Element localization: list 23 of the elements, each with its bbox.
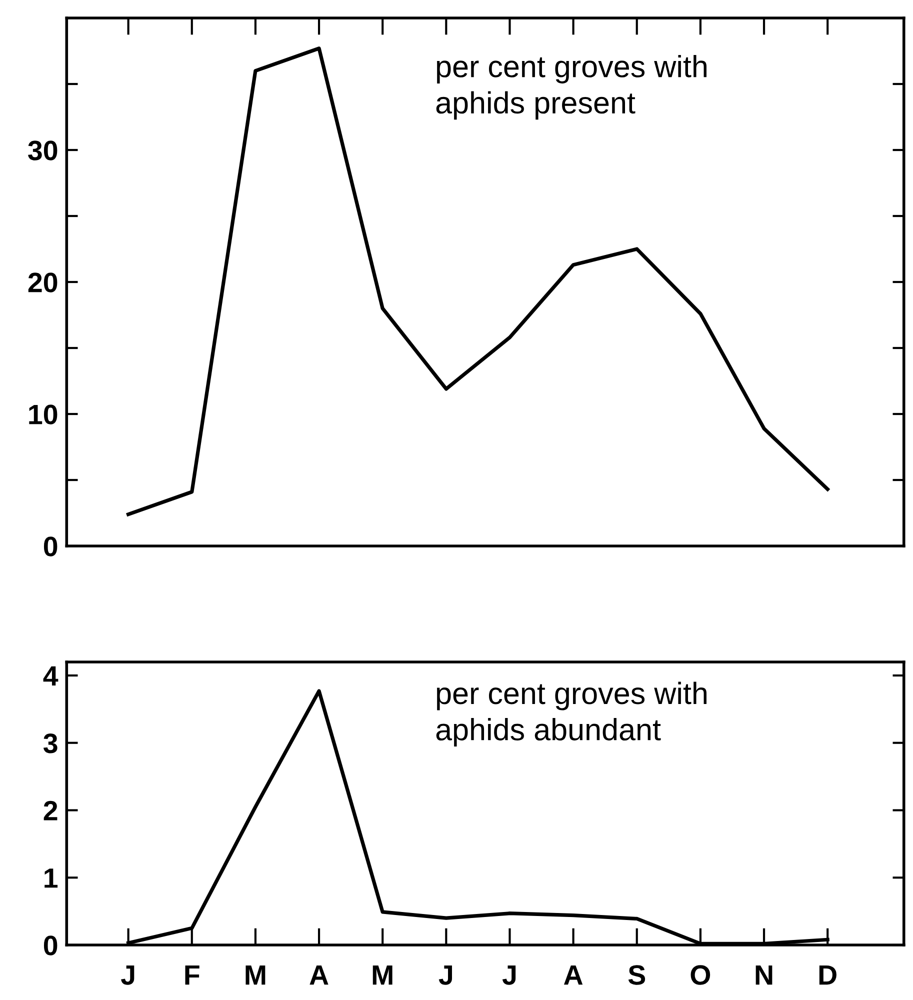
y-tick-label: 30 [28,140,58,160]
y-tick-label: 0 [44,936,58,956]
y-tick-label: 2 [44,800,58,820]
y-tick-label: 3 [44,734,58,754]
x-tick-label: J [502,965,516,985]
x-tick-label: F [185,965,200,985]
x-tick-label: N [756,965,772,985]
x-tick-label: O [690,965,710,985]
x-tick-label: J [438,965,452,985]
x-tick-label: A [310,965,328,985]
x-tick-label: D [819,965,836,985]
x-tick-label: J [121,965,134,985]
y-tick-label: 20 [28,272,58,292]
annotation: per cent groves with aphids present [436,54,706,120]
y-tick-label: 1 [44,868,58,888]
y-tick-label: 10 [29,404,58,424]
x-tick-label: M [246,965,266,985]
annotation: per cent groves with aphids abundant [436,682,706,747]
y-tick-label: 0 [44,536,58,556]
x-tick-label: A [564,965,583,985]
x-tick-label: S [628,965,646,985]
y-tick-label: 4 [43,666,58,686]
x-tick-label: M [372,965,392,985]
